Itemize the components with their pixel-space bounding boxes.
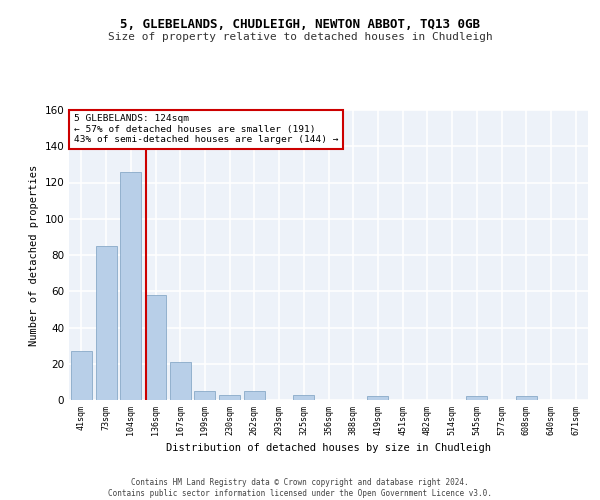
- Text: Size of property relative to detached houses in Chudleigh: Size of property relative to detached ho…: [107, 32, 493, 42]
- Bar: [145, 295, 166, 400]
- Bar: [194, 391, 215, 400]
- Bar: [367, 396, 388, 400]
- Bar: [293, 394, 314, 400]
- Bar: [219, 394, 240, 400]
- Bar: [466, 396, 487, 400]
- X-axis label: Distribution of detached houses by size in Chudleigh: Distribution of detached houses by size …: [166, 443, 491, 453]
- Bar: [71, 351, 92, 400]
- Y-axis label: Number of detached properties: Number of detached properties: [29, 164, 39, 346]
- Text: Contains HM Land Registry data © Crown copyright and database right 2024.
Contai: Contains HM Land Registry data © Crown c…: [108, 478, 492, 498]
- Text: 5, GLEBELANDS, CHUDLEIGH, NEWTON ABBOT, TQ13 0GB: 5, GLEBELANDS, CHUDLEIGH, NEWTON ABBOT, …: [120, 18, 480, 30]
- Text: 5 GLEBELANDS: 124sqm
← 57% of detached houses are smaller (191)
43% of semi-deta: 5 GLEBELANDS: 124sqm ← 57% of detached h…: [74, 114, 338, 144]
- Bar: [170, 362, 191, 400]
- Bar: [516, 396, 537, 400]
- Bar: [95, 246, 116, 400]
- Bar: [120, 172, 141, 400]
- Bar: [244, 391, 265, 400]
